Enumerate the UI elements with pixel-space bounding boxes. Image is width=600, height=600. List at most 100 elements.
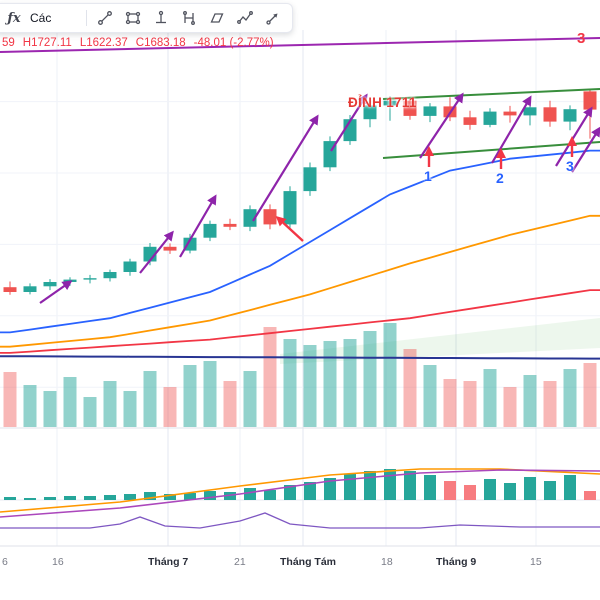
histogram-bar [444, 481, 456, 500]
polyline-icon [237, 11, 254, 24]
histogram-bar [4, 497, 16, 500]
candle-body [423, 106, 437, 116]
volume-bar [263, 327, 277, 427]
impulse-arrow[interactable] [330, 93, 368, 152]
cloud-band [280, 318, 600, 364]
volume-bar [163, 387, 177, 427]
impulse-arrow[interactable] [39, 280, 73, 304]
arrow-marker-icon [266, 13, 278, 25]
toolbar-label: Các [30, 11, 52, 25]
candle-body [63, 279, 77, 282]
baseline-navy [0, 355, 600, 360]
histogram-bar [184, 493, 196, 500]
volume-bar [3, 372, 17, 427]
histogram-bar [224, 492, 236, 500]
candle-body [83, 278, 97, 280]
histogram-bar [204, 491, 216, 500]
histogram-bar [24, 498, 36, 500]
histogram-bar [464, 485, 476, 500]
histogram-bar [424, 475, 436, 500]
trend-line-tool-button[interactable] [92, 6, 118, 30]
ohlc-legend: 59 H1727.11 L1622.37 C1683.18 -48.01 (-2… [2, 37, 274, 49]
volume-bar [283, 339, 297, 427]
parallelogram-icon [210, 13, 224, 23]
histogram-bar [384, 469, 396, 500]
polyline-tool-button[interactable] [232, 6, 258, 30]
histogram-bar [244, 488, 256, 500]
volume-bar [543, 381, 557, 427]
fx-indicators-icon: ƒx [7, 10, 21, 26]
arrow-tool-button[interactable] [260, 6, 286, 30]
candle-body [543, 107, 557, 122]
histogram-bar [364, 471, 376, 500]
histogram-bar [544, 481, 556, 500]
histogram-bar [504, 483, 516, 500]
impulse-arrow[interactable] [252, 114, 319, 222]
histogram-bar [304, 482, 316, 500]
parallelogram-tool-button[interactable] [204, 6, 230, 30]
volume-bar [443, 379, 457, 427]
trend-line-icon [98, 11, 113, 25]
legend-low: L1622.37 [79, 37, 128, 49]
ma-fast-blue [0, 149, 600, 334]
indicators-button[interactable]: ƒx [1, 6, 27, 30]
lower-pane-layer [0, 427, 600, 547]
candle-body [243, 209, 257, 227]
drag-handle[interactable] [55, 6, 81, 30]
wave-trendline[interactable] [0, 37, 600, 53]
candle-body [563, 109, 577, 122]
drag-dots-icon [65, 11, 72, 25]
toolbar-divider [86, 10, 88, 26]
candle-body [523, 107, 537, 116]
legend-change: -48.01 (-2.77%) [193, 37, 274, 49]
volume-bar [223, 381, 237, 427]
osc-slow-purple [0, 469, 600, 518]
impulse-arrow[interactable] [139, 230, 174, 274]
histogram-bar [284, 485, 296, 500]
volume-bar [423, 365, 437, 427]
candle-body [43, 282, 57, 287]
histogram-bar [144, 492, 156, 500]
ma-layer [0, 149, 600, 360]
drawings-layer [0, 37, 600, 304]
candle-body [483, 111, 497, 125]
pullback-arrow[interactable] [275, 215, 304, 242]
anchor-tool-button[interactable] [148, 6, 174, 30]
lower-signal-purple [0, 512, 600, 529]
histogram-bar [84, 496, 96, 500]
impulse-arrow[interactable] [179, 194, 217, 258]
histogram-bar [264, 490, 276, 500]
drawing-toolbar: ƒx Các [0, 3, 294, 33]
rectangle-tool-button[interactable] [120, 6, 146, 30]
volume-bar [463, 381, 477, 427]
histogram-bar [64, 496, 76, 500]
legend-close: C1683.18 [135, 37, 186, 49]
histogram-bar [524, 477, 536, 500]
volume-bar [243, 371, 257, 427]
volume-bar [203, 361, 217, 427]
anchor-icon [156, 10, 167, 24]
channel-bottom[interactable] [382, 141, 600, 159]
osc-fast-orange [0, 468, 600, 513]
histogram-bar [564, 475, 576, 500]
peak-annotation: ĐỈNH 1711 [348, 95, 417, 110]
histogram-bar [44, 497, 56, 500]
candle-body [463, 117, 477, 125]
histogram-bar [324, 478, 336, 500]
candle-body [363, 105, 377, 120]
candles-layer [3, 88, 597, 295]
candle-body [3, 287, 17, 292]
impulse-arrow[interactable] [571, 126, 600, 173]
impulse-arrow[interactable] [491, 95, 532, 164]
channel-top[interactable] [382, 88, 600, 100]
candle-body [403, 100, 417, 116]
volume-bar [503, 387, 517, 427]
volume-bar [523, 375, 537, 427]
histogram-bar [584, 491, 596, 500]
pattern-tool-button[interactable] [176, 6, 202, 30]
volume-bar [103, 381, 117, 427]
volume-bar [123, 391, 137, 427]
candle-body [583, 91, 597, 110]
